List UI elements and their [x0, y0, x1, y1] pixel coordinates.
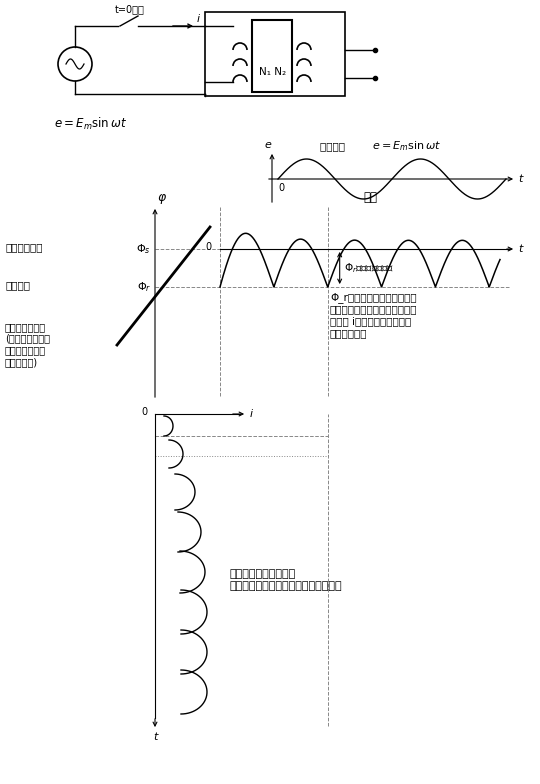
Bar: [205, 12, 345, 96]
Text: i: i: [197, 14, 200, 24]
Text: 0: 0: [206, 242, 212, 252]
Bar: [252, 20, 292, 92]
Text: e: e: [265, 140, 272, 150]
Text: $e=E_m\sin\omega t$: $e=E_m\sin\omega t$: [53, 116, 126, 132]
Text: t: t: [518, 244, 522, 254]
Text: $\Phi_r$: $\Phi_r$: [137, 280, 151, 294]
Text: φ: φ: [157, 191, 165, 204]
Text: t: t: [153, 732, 157, 742]
Text: 0: 0: [278, 183, 284, 193]
Text: N₁ N₂: N₁ N₂: [259, 67, 287, 77]
Text: 残留磁束: 残留磁束: [5, 280, 30, 290]
Text: 電源電圧: 電源電圧: [320, 141, 352, 151]
Text: t: t: [518, 174, 522, 184]
Text: $\Phi_s$: $\Phi_s$: [136, 242, 151, 256]
Text: 0: 0: [142, 407, 148, 417]
Text: 鉄心の飽和特性
(ここでは分かり
やすくするため
直線で近似): 鉄心の飽和特性 (ここでは分かり やすくするため 直線で近似): [5, 322, 50, 367]
Text: i: i: [250, 409, 253, 419]
Text: Φ_r（残留磁束）が大きいほ
ど、鉄心飽和時間が長くなり、
その分 i（励磁突入電流）が
大きくなる。: Φ_r（残留磁束）が大きいほ ど、鉄心飽和時間が長くなり、 その分 i（励磁突入…: [330, 292, 417, 338]
Text: t=0で閉: t=0で閉: [115, 4, 145, 14]
Text: ｉ（励磁突入電流）は
鉄心が飽和しているときに発生する。: ｉ（励磁突入電流）は 鉄心が飽和しているときに発生する。: [230, 569, 342, 590]
Text: 飽和ポイント: 飽和ポイント: [5, 242, 43, 252]
Text: $e=E_m\sin\omega t$: $e=E_m\sin\omega t$: [372, 140, 441, 153]
Text: $\Phi_r$　（残留磁束）: $\Phi_r$ （残留磁束）: [343, 261, 394, 275]
Text: 磁束: 磁束: [363, 191, 377, 204]
